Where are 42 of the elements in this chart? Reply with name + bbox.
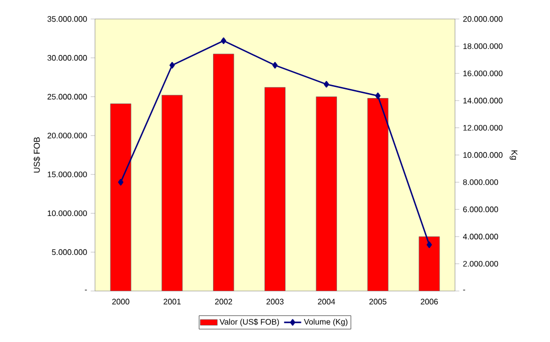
bar <box>418 236 440 291</box>
bar <box>316 96 337 291</box>
y2-axis-title: Kg <box>510 150 518 160</box>
x-tick-label: 2005 <box>369 298 386 304</box>
x-tick-label: 2004 <box>318 298 336 304</box>
y2-tick-label: 2.000.000 <box>463 260 498 267</box>
y2-tick-label: 16.000.000 <box>463 70 503 76</box>
y2-tick-label: 18.000.000 <box>463 43 503 50</box>
point <box>118 178 124 186</box>
x-tick-label: 2001 <box>164 298 181 304</box>
y2-tick-label: 8.000.000 <box>463 179 498 186</box>
y-tick-label: 15.000.000 <box>48 172 87 178</box>
y2-tick-label: 12.000.000 <box>463 124 503 131</box>
y-tick-label: 10.000.000 <box>48 210 87 216</box>
bar <box>213 54 234 291</box>
x-tick-label: 2003 <box>266 298 284 304</box>
y2-tick-label: 6.000.000 <box>463 206 498 212</box>
x-tick-label: 2002 <box>215 298 232 304</box>
y-axis-title: US$ FOB <box>33 137 40 173</box>
y-tick-label: 5.000.000 <box>52 249 87 255</box>
bar <box>264 87 286 291</box>
y-tick-label: 25.000.000 <box>48 94 87 100</box>
x-tick-label: 2000 <box>112 298 130 304</box>
y2-tick-label: 4.000.000 <box>462 234 498 240</box>
point <box>220 37 226 44</box>
y2-tick-label: 14.000.000 <box>463 98 503 104</box>
bar <box>110 104 132 291</box>
legend-label: Valor (US$ FOB) <box>220 318 279 326</box>
y2-tick-label: 10.000.000 <box>463 152 503 158</box>
point <box>169 62 175 69</box>
y-tick-label: 35.000.000 <box>47 16 87 22</box>
point <box>426 241 432 248</box>
bar <box>367 98 388 291</box>
point <box>272 62 278 69</box>
y-tick-label: 30.000.000 <box>47 55 87 61</box>
bar <box>162 94 183 291</box>
y-tick-label: 20.000.000 <box>48 132 87 138</box>
point <box>324 80 330 88</box>
x-tick-label: 2006 <box>420 298 438 304</box>
legend-label: Volume (Kg) <box>304 318 348 326</box>
point <box>375 92 381 100</box>
y2-tick-label: 20.000.000 <box>463 16 503 22</box>
